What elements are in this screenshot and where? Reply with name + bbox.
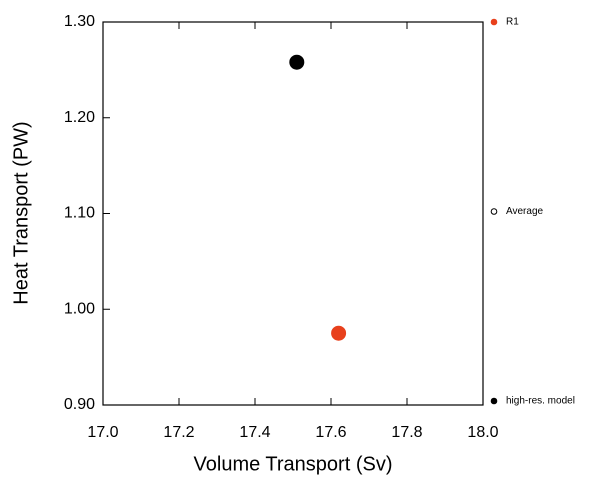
y-tick-label: 1.20 xyxy=(64,109,95,126)
y-axis-title: Heat Transport (PW) xyxy=(10,121,32,304)
x-axis-title: Volume Transport (Sv) xyxy=(194,453,393,475)
x-tick-label: 17.4 xyxy=(239,424,270,441)
y-tick-label: 0.90 xyxy=(64,396,95,413)
x-tick-label: 17.8 xyxy=(391,424,422,441)
legend-label: Average xyxy=(506,206,544,217)
x-tick-label: 17.0 xyxy=(87,424,118,441)
point xyxy=(289,54,305,70)
legend-marker xyxy=(490,18,498,26)
legend-label: R1 xyxy=(506,17,519,28)
point xyxy=(331,325,347,341)
x-tick-label: 17.6 xyxy=(315,424,346,441)
x-tick-label: 18.0 xyxy=(467,424,498,441)
legend-marker xyxy=(490,397,498,405)
y-tick-label: 1.30 xyxy=(64,13,95,30)
legend-marker xyxy=(490,208,498,215)
legend-label: high-res. model xyxy=(506,396,575,407)
x-tick-label: 17.2 xyxy=(163,424,194,441)
y-tick-label: 1.10 xyxy=(64,205,95,222)
y-tick-label: 1.00 xyxy=(64,300,95,317)
plot-frame xyxy=(102,21,484,406)
